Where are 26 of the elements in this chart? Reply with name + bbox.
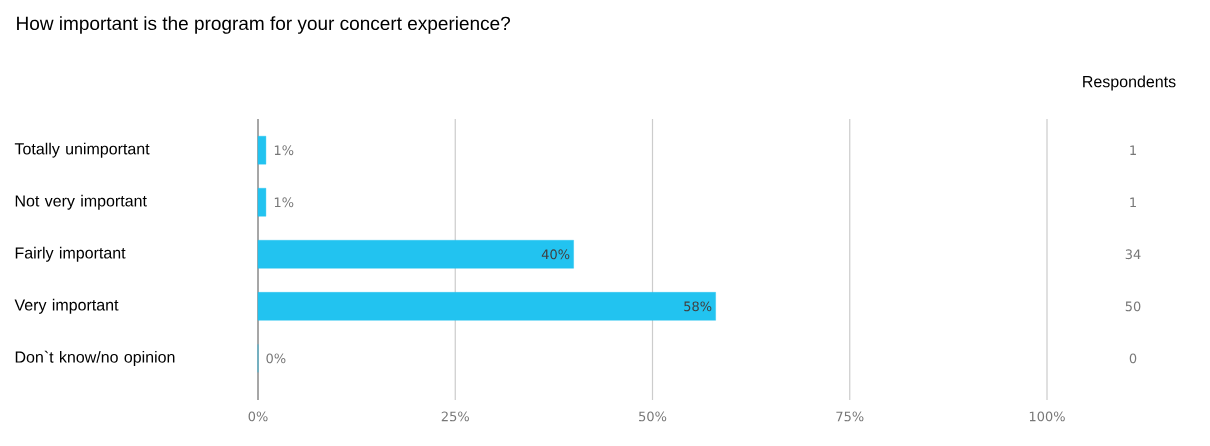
data-label: 40% (541, 249, 570, 260)
x-tick-label: 100% (1029, 411, 1065, 422)
data-label: 58% (684, 301, 712, 312)
y-tick-label: Very important (14, 298, 119, 314)
text: 1 (1130, 197, 1136, 207)
text: Respondents (1083, 75, 1176, 91)
bar (257, 292, 716, 321)
y-tick-label: Fairly important (15, 246, 126, 262)
data-label: 1% (274, 197, 294, 208)
text: 50 (1125, 301, 1141, 312)
x-tick-label: 25% (441, 411, 469, 422)
y-tick-label: Don`t know/no opinion (15, 350, 175, 366)
x-tick-label: 75% (836, 411, 864, 422)
x-tick-label: 0% (248, 411, 268, 422)
chart-title: How important is the program for your concert experience? (17, 16, 511, 34)
text: 1 (1130, 145, 1136, 155)
text: 34 (1125, 249, 1141, 260)
text: 0 (1129, 353, 1137, 364)
data-label: 0% (266, 353, 286, 364)
bar (257, 136, 267, 165)
bar (257, 188, 267, 217)
y-tick-label: Totally unimportant (14, 142, 150, 158)
x-tick-label: 50% (639, 411, 667, 422)
data-label: 1% (274, 145, 294, 156)
y-tick-label: Not very important (15, 194, 147, 210)
bar (257, 240, 574, 269)
